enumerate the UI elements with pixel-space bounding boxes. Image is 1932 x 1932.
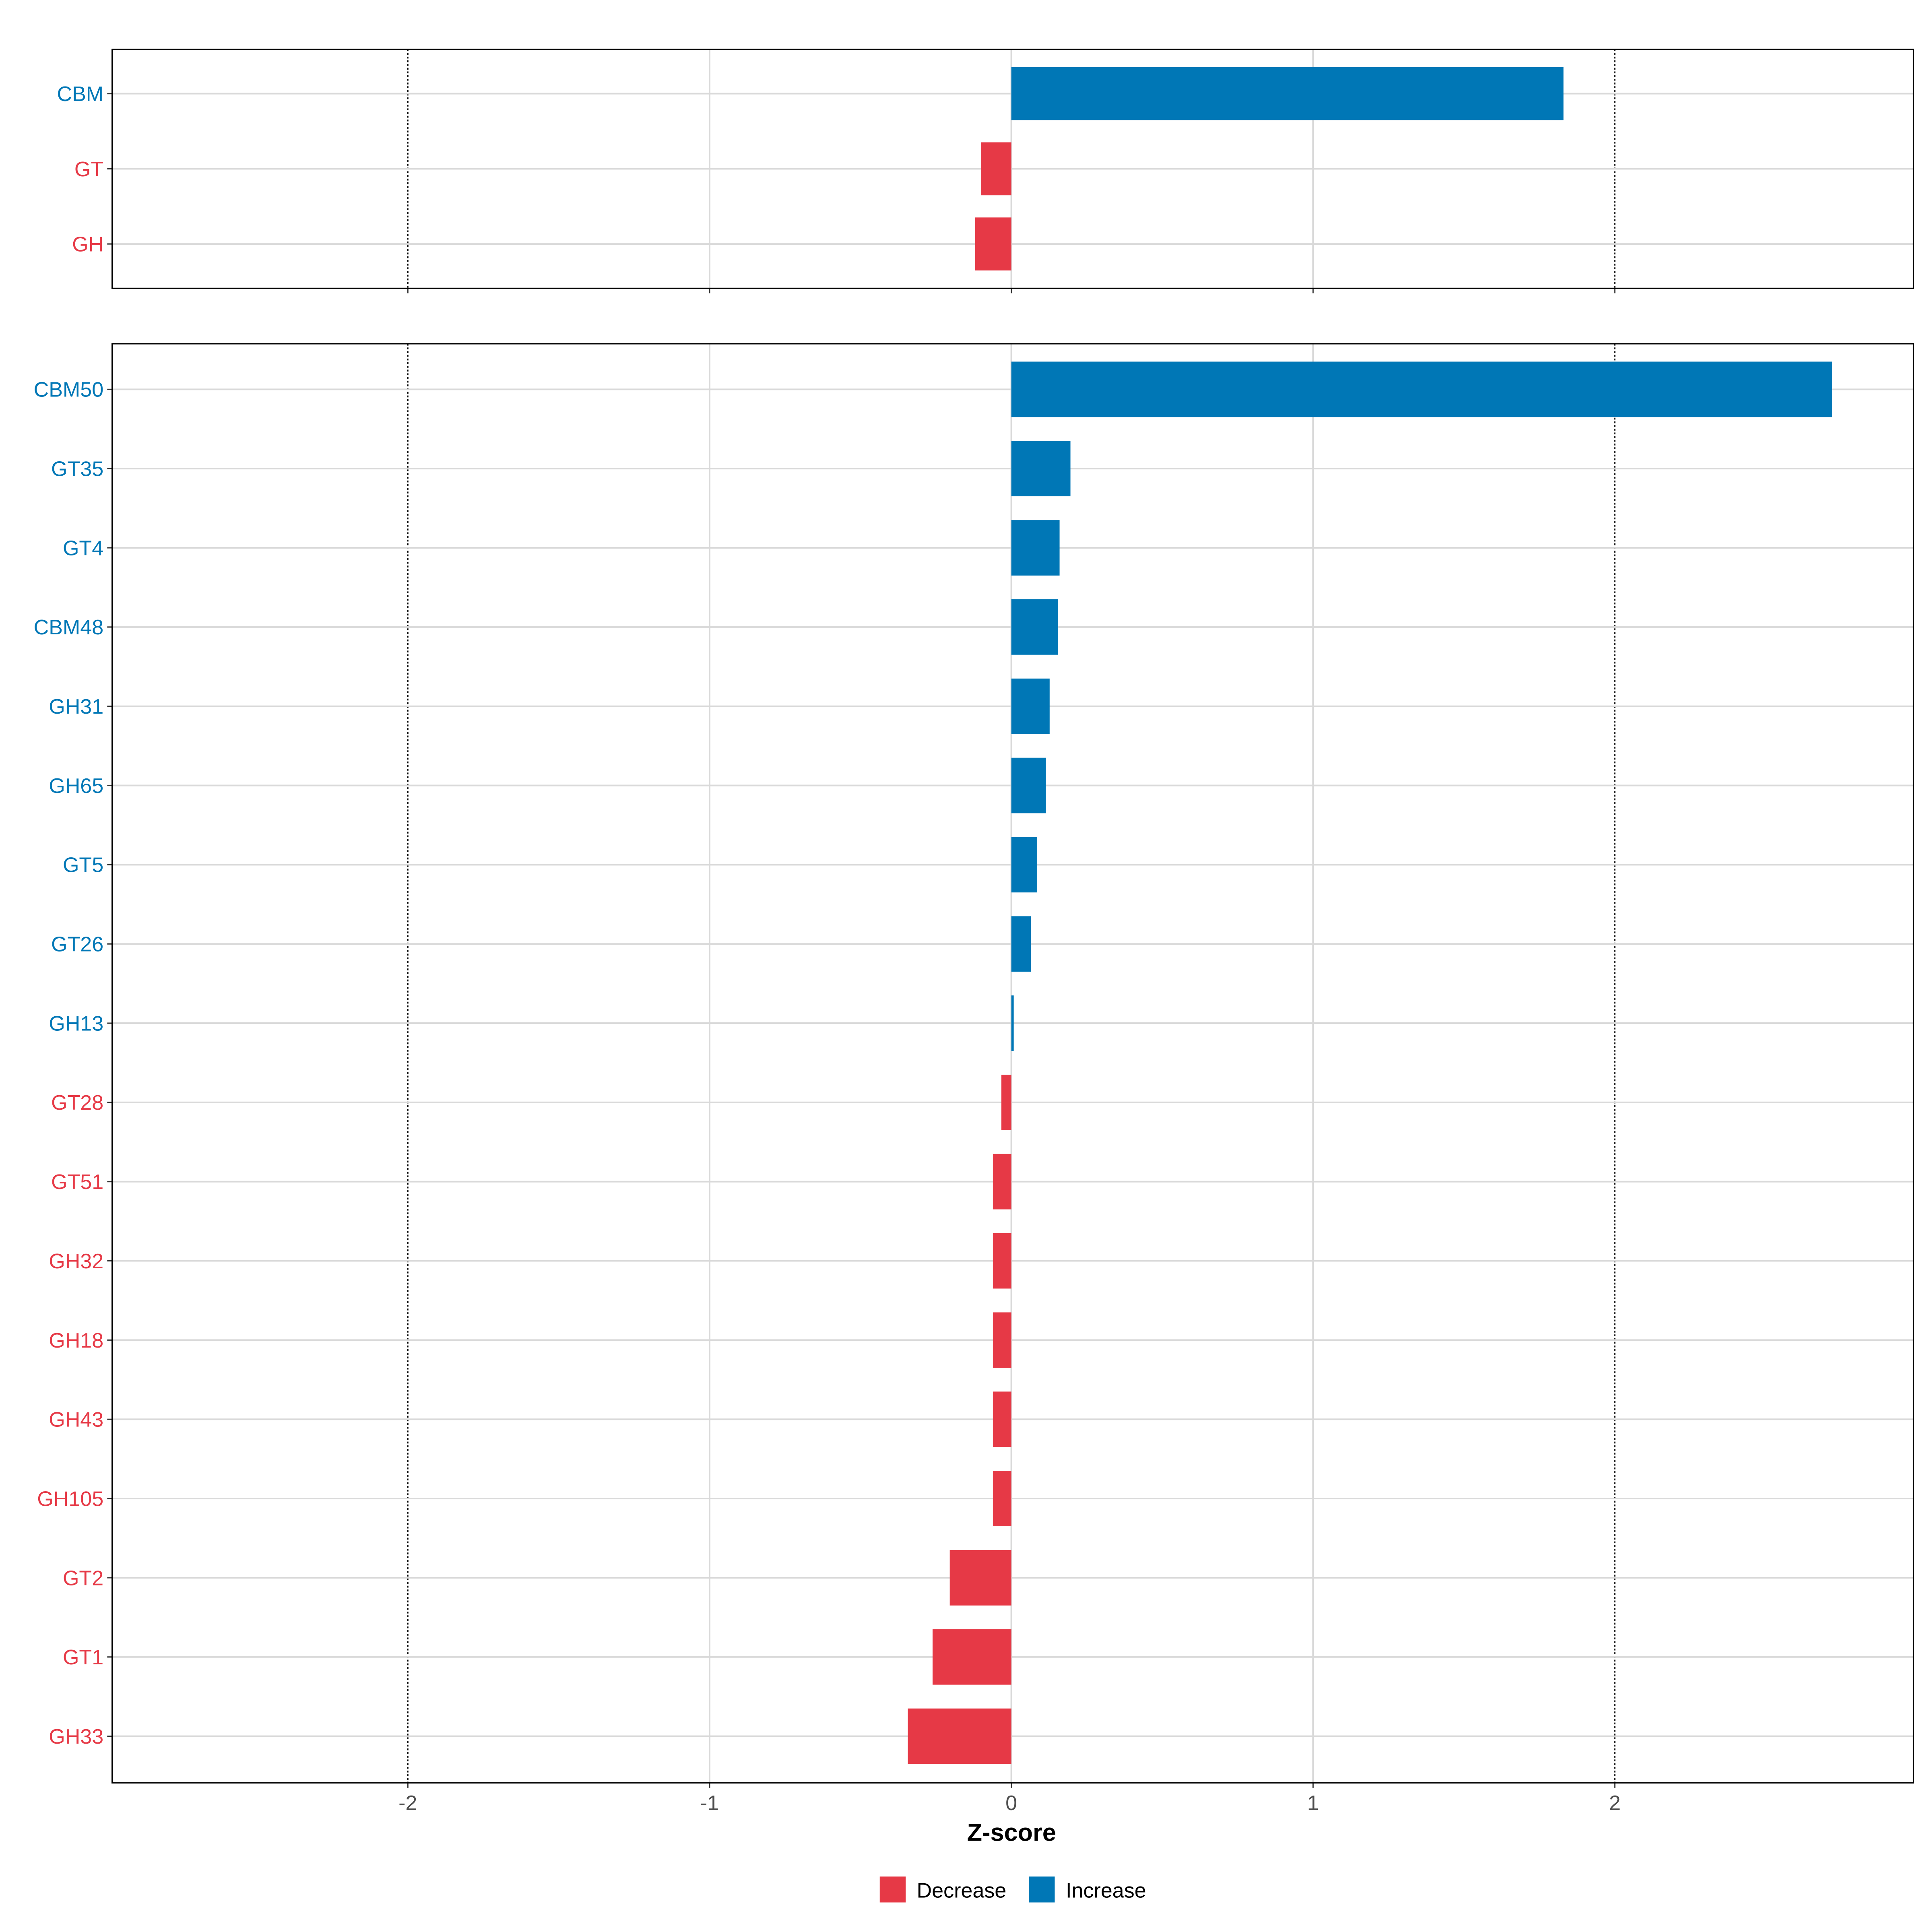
x-axis-ticks: -2 -1 0 1 2 [398,1792,1620,1815]
bar-GT [981,142,1011,196]
x-tick-label: 1 [1307,1792,1319,1815]
category-label-GT35: GT35 [51,458,103,481]
category-label-GH65: GH65 [49,774,103,798]
category-label-GT28: GT28 [51,1091,103,1115]
bar-GT28 [1001,1075,1011,1130]
x-axis-title: Z-score [967,1818,1056,1846]
bar-GH65 [1011,758,1046,813]
category-label-CBM: CBM [57,83,104,106]
category-label-GH105: GH105 [37,1487,103,1511]
bar-GH13 [1011,995,1014,1051]
bar-GH33 [908,1708,1011,1764]
category-label-GT2: GT2 [63,1567,103,1590]
category-label-GH: GH [72,233,103,256]
bottom-panel: CBM50 GT35 GT4 CBM48 GH31 GH65 GT5 GT26 GH13 GT28… [34,343,1914,1788]
category-label-GH18: GH18 [49,1329,103,1352]
category-label-GT: GT [74,158,103,181]
bar-GH31 [1011,678,1050,734]
category-label-GH33: GH33 [49,1725,103,1748]
bar-GT1 [932,1629,1011,1685]
bar-GT51 [993,1154,1011,1210]
top-panel: CBM GT GH [57,48,1914,293]
bar-GT26 [1011,916,1031,972]
bar-GT4 [1011,520,1060,576]
legend-label-decrease: Decrease [917,1879,1007,1902]
panel-border [111,48,1914,289]
legend-label-increase: Increase [1066,1879,1146,1902]
legend-swatch-increase [1029,1876,1055,1903]
category-label-CBM50: CBM50 [34,378,104,402]
bar-GH43 [993,1391,1011,1447]
bar-GT2 [949,1550,1011,1606]
category-label-GT51: GT51 [51,1170,103,1194]
bar-GT5 [1011,837,1038,893]
category-label-GT26: GT26 [51,933,103,956]
bar-CBM50 [1011,361,1832,417]
legend-swatch-decrease [879,1876,906,1903]
category-label-GH32: GH32 [49,1250,103,1273]
x-tick-label: -1 [700,1792,719,1815]
bar-CBM [1011,67,1564,120]
category-label-GH31: GH31 [49,695,103,718]
category-label-GH13: GH13 [49,1012,103,1035]
category-label-GT4: GT4 [63,537,103,560]
category-label-GH43: GH43 [49,1408,103,1432]
bar-GH [975,217,1011,270]
x-tick-label: 2 [1609,1792,1620,1815]
x-tick-label: 0 [1005,1792,1017,1815]
x-tick-label: -2 [398,1792,417,1815]
legend: Decrease Increase [879,1876,1146,1903]
bar-GT35 [1011,441,1071,497]
bar-GH105 [993,1471,1011,1526]
category-label-CBM48: CBM48 [34,616,104,639]
category-label-GT1: GT1 [63,1646,103,1669]
panel-border [111,343,1914,1784]
bar-CBM48 [1011,599,1058,655]
bar-GH32 [993,1233,1011,1289]
category-label-GT5: GT5 [63,854,103,877]
bar-GH18 [993,1312,1011,1368]
